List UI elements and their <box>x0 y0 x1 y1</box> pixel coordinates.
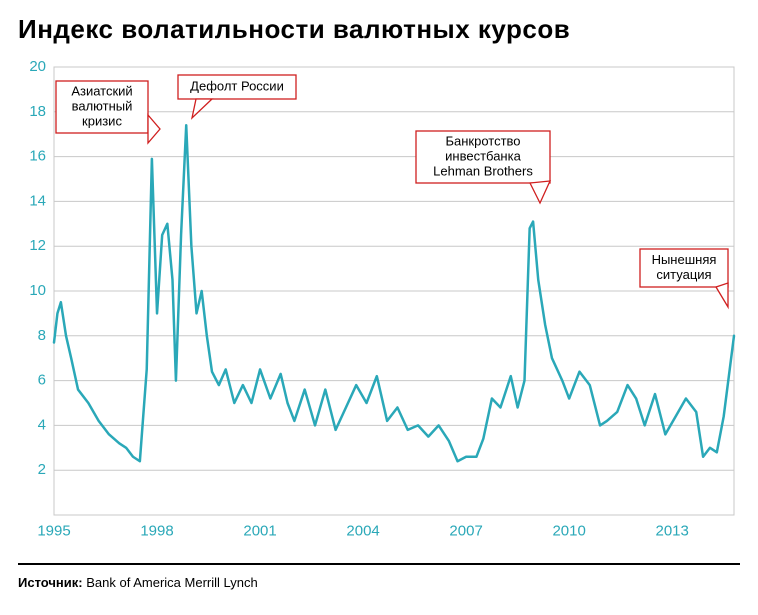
y-tick-label: 6 <box>38 372 46 389</box>
y-tick-label: 14 <box>29 192 46 209</box>
x-tick-label: 2007 <box>449 522 482 539</box>
volatility-chart: 2 4 6 8 10 12 14 16 18 20 1995 1998 2001 2004 2007 2010… <box>20 55 740 555</box>
callout-now: Нынешняяситуация <box>640 249 728 307</box>
x-tick-label: 1995 <box>37 522 70 539</box>
callout-text: ситуация <box>656 267 711 282</box>
x-tick-label: 2013 <box>655 522 688 539</box>
y-tick-label: 10 <box>29 282 46 299</box>
volatility-line <box>54 125 734 461</box>
callout-asian-crisis: Азиатскийвалютныйкризис <box>56 81 160 143</box>
callout-text: Дефолт России <box>190 78 284 93</box>
chart-title: Индекс волатильности валютных курсов <box>18 14 740 45</box>
y-tick-label: 12 <box>29 237 46 254</box>
chart-source: Источник: Bank of America Merrill Lynch <box>18 563 740 590</box>
y-tick-label: 16 <box>29 148 46 165</box>
y-tick-label: 8 <box>38 327 46 344</box>
y-tick-label: 18 <box>29 103 46 120</box>
callout-text: Азиатский <box>71 83 132 98</box>
callout-text: кризис <box>82 113 122 128</box>
callout-text: Lehman Brothers <box>433 163 533 178</box>
callout-text: Банкротство <box>445 133 520 148</box>
y-tick-label: 20 <box>29 58 46 75</box>
callout-text: валютный <box>72 98 133 113</box>
callout-text: Нынешняя <box>652 252 717 267</box>
x-tick-label: 2010 <box>552 522 585 539</box>
callout-lehman: БанкротствоинвестбанкаLehman Brothers <box>416 131 550 203</box>
chart-svg: 2 4 6 8 10 12 14 16 18 20 1995 1998 2001 2004 2007 2010… <box>20 55 740 555</box>
source-label: Источник: <box>18 575 83 590</box>
x-tick-label: 2001 <box>243 522 276 539</box>
y-tick-label: 2 <box>38 461 46 478</box>
callout-text: инвестбанка <box>445 148 521 163</box>
y-tick-label: 4 <box>38 416 46 433</box>
x-tick-label: 2004 <box>346 522 379 539</box>
x-tick-label: 1998 <box>140 522 173 539</box>
source-value: Bank of America Merrill Lynch <box>86 575 257 590</box>
